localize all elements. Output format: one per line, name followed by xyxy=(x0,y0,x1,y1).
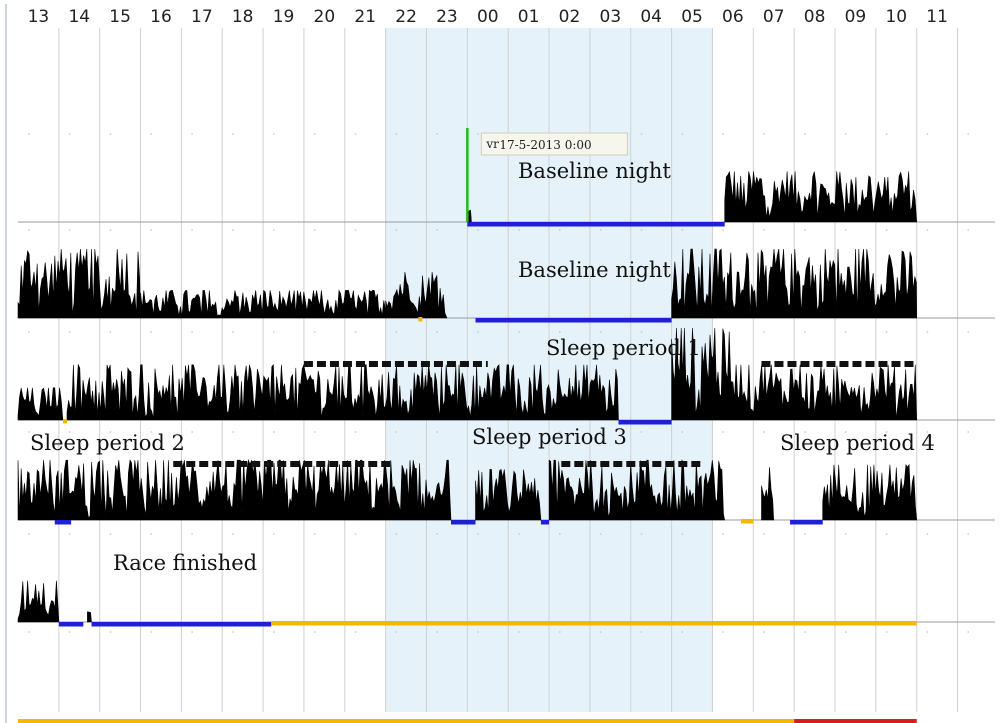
hour-label-03: 03 xyxy=(600,7,622,27)
hour-label-04: 04 xyxy=(640,7,662,27)
hour-label-13: 13 xyxy=(28,7,50,27)
missing-data-bar xyxy=(271,621,917,626)
hour-label-17: 17 xyxy=(191,7,213,27)
annotation-sleep-period-3: Sleep period 3 xyxy=(472,425,627,449)
hour-label-layer: 13 14 15 16 17 18 19 20 21 22 23 00 01 02 03 04 05 06 07 08… xyxy=(28,7,948,27)
activity-burst xyxy=(140,289,387,319)
annotation-sleep-period-4: Sleep period 4 xyxy=(780,431,935,455)
timestamp-box xyxy=(480,132,628,156)
sleep-bar xyxy=(618,420,672,425)
annotation-sleep-period-2: Sleep period 2 xyxy=(30,431,185,455)
activity-burst xyxy=(66,363,619,421)
red-bar xyxy=(794,719,917,723)
activity-burst xyxy=(475,468,542,521)
activity-rows-layer xyxy=(17,170,995,723)
timestamp-layer: vr 17-5-2013 0:00 xyxy=(466,128,628,222)
activity-burst xyxy=(671,327,734,421)
hour-label-20: 20 xyxy=(314,7,336,27)
activity-burst xyxy=(385,271,448,319)
hour-label-14: 14 xyxy=(68,7,90,27)
hour-label-19: 19 xyxy=(273,7,295,27)
activity-burst xyxy=(671,248,918,319)
activity-row-3 xyxy=(17,327,995,425)
hour-label-05: 05 xyxy=(681,7,703,27)
activity-row-4 xyxy=(17,459,995,525)
activity-burst xyxy=(548,459,726,521)
activity-burst xyxy=(17,459,452,521)
missing-data-bar xyxy=(62,419,68,424)
activity-burst xyxy=(732,364,918,421)
annotation-baseline-night-2: Baseline night xyxy=(518,258,671,282)
activity-row-6 xyxy=(18,719,917,723)
hour-label-16: 16 xyxy=(150,7,172,27)
sleep-bar xyxy=(91,622,272,627)
hour-label-23: 23 xyxy=(436,7,458,27)
missing-data-bar xyxy=(418,317,423,322)
activity-burst xyxy=(17,387,64,421)
hour-label-09: 09 xyxy=(845,7,867,27)
activity-burst xyxy=(17,248,141,319)
hour-label-00: 00 xyxy=(477,7,499,27)
hour-label-07: 07 xyxy=(763,7,785,27)
sleep-bar xyxy=(467,222,725,227)
timestamp-prefix: vr xyxy=(485,137,499,151)
hour-label-06: 06 xyxy=(722,7,744,27)
activity-burst xyxy=(822,463,918,521)
sleep-bar xyxy=(54,520,72,525)
hour-label-01: 01 xyxy=(518,7,540,27)
sleep-bar xyxy=(475,318,672,323)
annotation-layer: Baseline night Baseline night Sleep peri… xyxy=(30,159,935,575)
annotation-baseline-night-1: Baseline night xyxy=(518,159,671,183)
sleep-bar xyxy=(58,622,84,627)
activity-row-1 xyxy=(18,170,995,227)
hour-label-18: 18 xyxy=(232,7,254,27)
activity-burst xyxy=(87,611,92,623)
annotation-sleep-period-1: Sleep period 1 xyxy=(546,336,701,360)
hour-label-11: 11 xyxy=(926,7,948,27)
sleep-bar xyxy=(540,520,550,525)
sleep-bar xyxy=(451,520,476,525)
timestamp-label: 17-5-2013 0:00 xyxy=(499,138,591,152)
activity-row-5 xyxy=(17,580,995,627)
hour-label-08: 08 xyxy=(804,7,826,27)
hour-label-15: 15 xyxy=(109,7,131,27)
missing-data-bar xyxy=(741,519,754,524)
hour-label-10: 10 xyxy=(885,7,907,27)
activity-burst xyxy=(724,170,918,223)
hour-label-02: 02 xyxy=(559,7,581,27)
missing-data-bar xyxy=(18,719,795,723)
activity-burst xyxy=(761,467,775,521)
sleep-bar xyxy=(790,520,823,525)
hour-label-21: 21 xyxy=(354,7,376,27)
annotation-race-finished: Race finished xyxy=(113,551,257,575)
activity-row-2 xyxy=(17,248,995,323)
activity-burst xyxy=(17,580,60,623)
hour-label-22: 22 xyxy=(395,7,417,27)
